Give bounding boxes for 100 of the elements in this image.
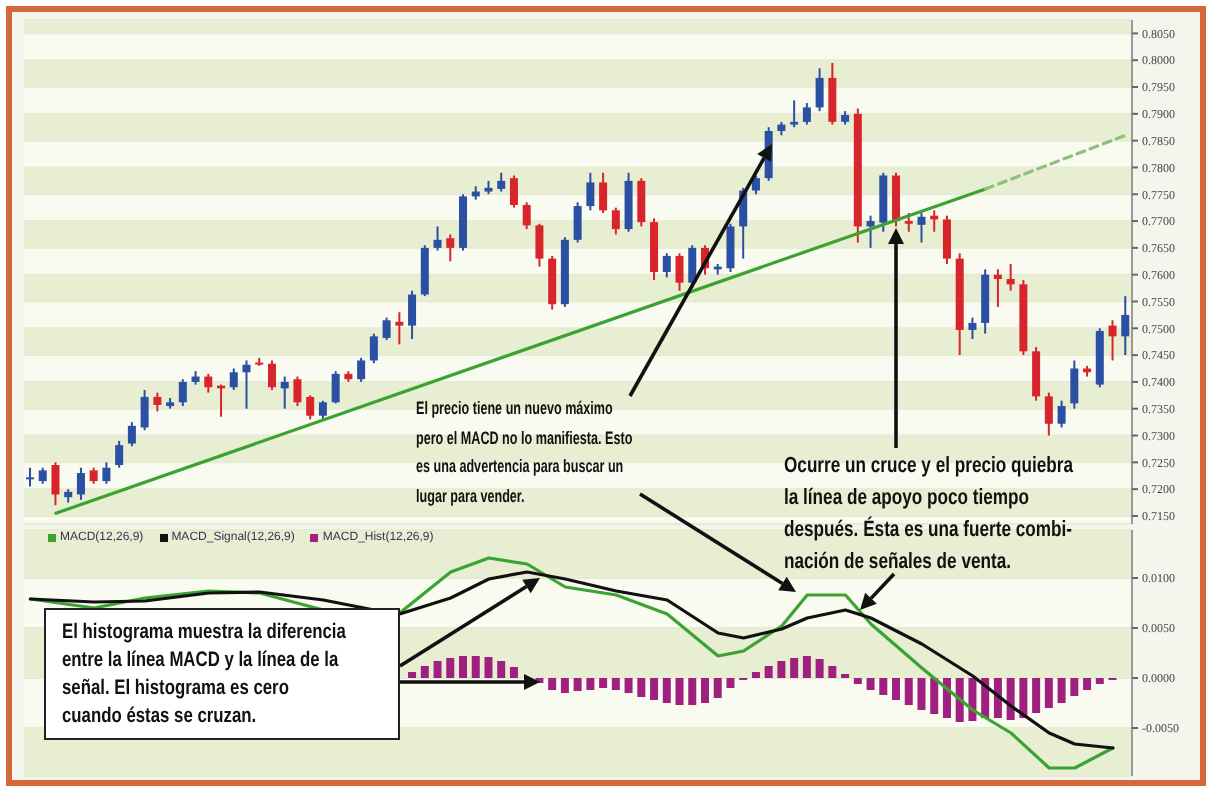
bar <box>815 659 824 678</box>
bar <box>1006 678 1015 720</box>
candlestick <box>1006 262 1015 292</box>
bar <box>420 666 429 678</box>
candlestick <box>828 61 837 126</box>
candlestick <box>1044 391 1053 437</box>
bar <box>650 678 659 700</box>
candlestick <box>26 466 34 488</box>
bar <box>790 658 799 678</box>
candlestick <box>306 394 315 421</box>
bar <box>611 678 620 690</box>
candlestick <box>293 375 302 408</box>
bar <box>637 678 646 697</box>
candlestick <box>242 359 251 410</box>
candlestick <box>115 439 124 469</box>
bar <box>586 678 595 690</box>
bar <box>853 678 862 684</box>
bar <box>1032 678 1041 713</box>
annotation: El precio tiene un nuevo máximo pero el MACD no lo manifiesta. Esto es una advertencia para buscar un lugar para vender. <box>416 396 633 510</box>
candlestick <box>522 201 531 231</box>
candlestick <box>446 233 455 263</box>
bar <box>509 667 518 678</box>
candlestick <box>879 171 888 233</box>
bar <box>866 678 875 690</box>
bar <box>930 678 939 714</box>
bar <box>459 656 468 678</box>
bar <box>548 678 557 690</box>
bar <box>1019 678 1028 718</box>
bar <box>497 661 506 678</box>
bar <box>433 661 442 678</box>
candlestick <box>1070 359 1079 410</box>
candlestick <box>726 222 735 273</box>
bar <box>446 658 455 678</box>
bar <box>777 661 786 678</box>
candlestick <box>586 171 595 212</box>
candlestick <box>1108 319 1117 362</box>
candlestick <box>331 370 340 405</box>
candlestick <box>153 391 162 413</box>
bar <box>892 678 901 700</box>
candlestick <box>51 461 60 507</box>
bar <box>751 672 760 678</box>
bar <box>408 672 417 678</box>
candlestick <box>599 171 608 215</box>
candlestick <box>790 99 799 129</box>
candlestick <box>1032 346 1041 402</box>
candlestick <box>204 372 213 394</box>
candlestick <box>140 388 149 432</box>
candlestick <box>866 214 875 249</box>
candlestick <box>509 174 518 209</box>
bar <box>688 678 697 705</box>
bar <box>764 666 773 678</box>
candlestick <box>420 244 429 298</box>
candlestick <box>395 311 404 346</box>
bar <box>599 678 608 688</box>
candlestick <box>76 466 85 501</box>
candlestick <box>1121 295 1130 357</box>
candlestick <box>357 356 366 383</box>
candlestick <box>127 421 136 448</box>
bar <box>624 678 633 693</box>
bar <box>802 656 811 678</box>
bar <box>1044 678 1053 708</box>
candlestick <box>535 222 544 268</box>
candlestick <box>178 378 187 408</box>
candlestick <box>229 367 238 391</box>
bar <box>700 678 709 703</box>
candlestick <box>267 359 276 391</box>
candlestick <box>408 289 417 341</box>
candlestick <box>637 177 646 228</box>
bar <box>1095 678 1104 684</box>
bar <box>675 678 684 705</box>
bar <box>573 678 582 691</box>
annotation: Ocurre un cruce y el precio quiebra la línea de apoyo poco tiempo después. Ésta es una fuerte combi- nación de señales de venta. <box>784 452 1073 578</box>
bar <box>879 678 888 695</box>
annotation: El histograma muestra la diferencia entre la línea MACD y la línea de la señal. El histograma es cero cuando éstas se cruzan. <box>62 618 346 730</box>
candlestick <box>751 174 760 196</box>
candlestick <box>497 171 506 193</box>
candlestick <box>102 461 111 485</box>
candlestick <box>1057 399 1066 429</box>
candlestick <box>280 375 289 410</box>
bar <box>713 678 722 698</box>
candlestick <box>815 67 824 113</box>
bar <box>1083 678 1092 690</box>
candlestick <box>573 201 582 244</box>
bar <box>471 656 480 678</box>
bar <box>662 678 671 703</box>
bar <box>917 678 926 710</box>
candlestick <box>382 316 391 342</box>
candlestick <box>369 332 378 365</box>
candlestick <box>611 206 620 236</box>
bar <box>1070 678 1079 696</box>
candlestick <box>968 316 977 341</box>
candlestick <box>892 171 901 228</box>
bar <box>1057 678 1066 703</box>
candlestick <box>802 102 811 126</box>
candlestick <box>675 252 684 292</box>
bar <box>560 678 569 693</box>
bar <box>484 657 493 678</box>
bar <box>904 678 913 705</box>
candlestick <box>993 268 1002 308</box>
candlestick <box>548 254 557 311</box>
